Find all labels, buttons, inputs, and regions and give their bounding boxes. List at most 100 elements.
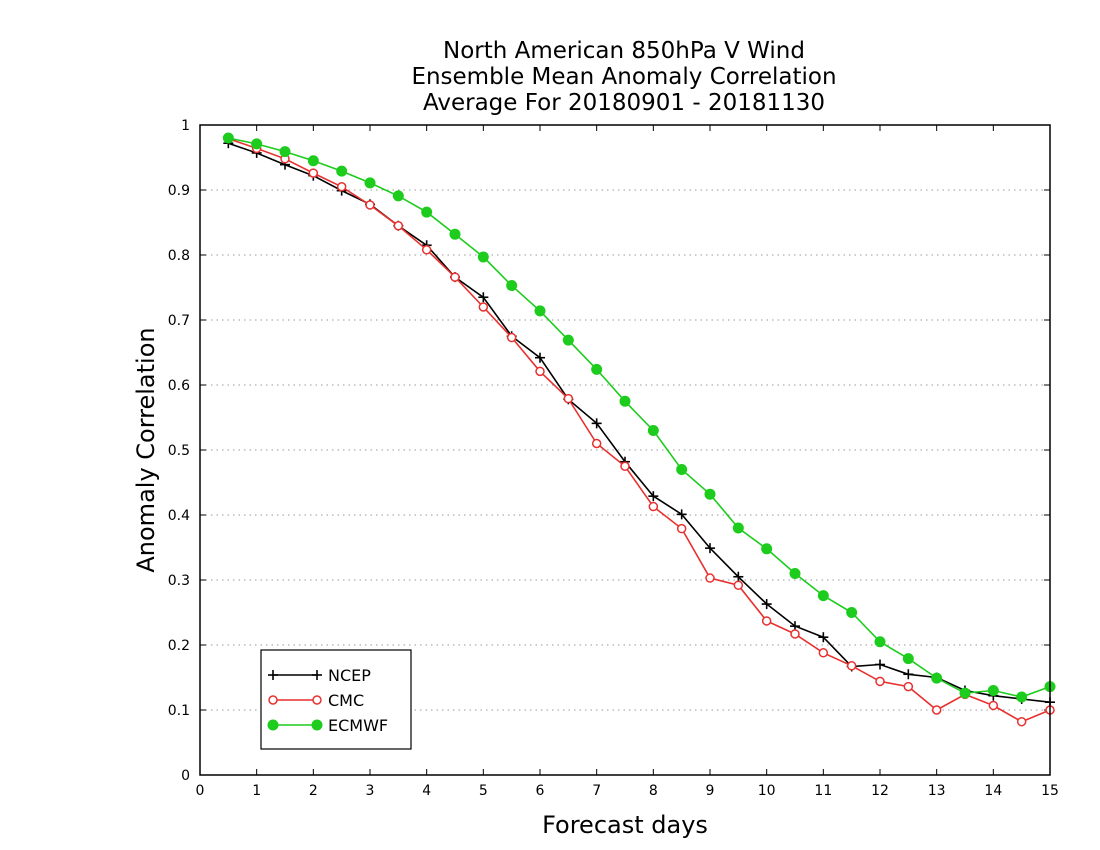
data-point-ecmwf bbox=[562, 334, 574, 346]
data-point-ecmwf bbox=[1016, 691, 1028, 703]
data-point-ecmwf bbox=[506, 280, 518, 292]
data-point-cmc bbox=[1016, 716, 1027, 727]
data-point-cmc bbox=[620, 461, 630, 471]
series-line-ncep bbox=[228, 142, 1051, 703]
data-point-ncep bbox=[676, 509, 687, 520]
title-line-2: Ensemble Mean Anomaly Correlation bbox=[411, 64, 836, 90]
legend-items: NCEP CMC ECMWF bbox=[267, 666, 388, 735]
data-point-cmc bbox=[563, 393, 574, 404]
data-point-ecmwf bbox=[902, 653, 914, 665]
data-point-ecmwf bbox=[364, 177, 376, 189]
legend-marker bbox=[267, 719, 279, 731]
data-point-ecmwf bbox=[534, 305, 546, 317]
legend-label-ncep: NCEP bbox=[328, 666, 371, 685]
data-point-cmc bbox=[648, 501, 659, 512]
data-point-ecmwf bbox=[591, 363, 603, 375]
x-tick-label: 9 bbox=[706, 783, 715, 799]
data-point-cmc bbox=[790, 629, 800, 639]
data-point-cmc bbox=[591, 438, 602, 449]
data-point-ecmwf bbox=[846, 607, 858, 618]
data-point-ncep bbox=[761, 599, 772, 610]
x-tick-label: 11 bbox=[814, 783, 832, 799]
data-point-ecmwf bbox=[704, 488, 716, 500]
data-point-ecmwf bbox=[761, 543, 773, 555]
data-point-cmc bbox=[846, 661, 857, 671]
legend-marker bbox=[268, 670, 278, 680]
y-tick-label: 0.9 bbox=[168, 183, 190, 199]
data-point-ecmwf bbox=[619, 395, 631, 407]
y-tick-label: 0.7 bbox=[168, 313, 190, 329]
series-line-cmc bbox=[228, 137, 1051, 723]
legend-label-ecmwf: ECMWF bbox=[328, 716, 388, 735]
y-tick-label: 0.3 bbox=[168, 573, 190, 589]
data-point-cmc bbox=[421, 245, 432, 255]
data-point-ecmwf bbox=[931, 672, 943, 684]
series-ncep bbox=[223, 138, 1055, 708]
data-point-cmc bbox=[676, 523, 687, 534]
y-tick-label: 0.8 bbox=[168, 248, 190, 264]
data-point-ecmwf bbox=[251, 138, 263, 150]
data-point-ncep bbox=[648, 491, 659, 502]
data-point-ecmwf bbox=[449, 228, 461, 240]
x-tick-label: 10 bbox=[758, 783, 776, 799]
data-point-ncep bbox=[733, 571, 744, 582]
data-point-ncep bbox=[535, 352, 545, 363]
legend-marker bbox=[312, 695, 322, 705]
data-point-cmc bbox=[393, 221, 404, 231]
data-point-ecmwf bbox=[336, 165, 348, 177]
data-point-ecmwf bbox=[959, 687, 971, 699]
data-point-ecmwf bbox=[789, 568, 801, 579]
data-point-cmc bbox=[875, 676, 885, 687]
y-tick-label: 0.1 bbox=[168, 703, 190, 719]
x-tick-label: 12 bbox=[871, 783, 889, 799]
data-point-ecmwf bbox=[817, 590, 829, 602]
data-point-cmc bbox=[988, 700, 999, 711]
x-tick-label: 2 bbox=[309, 783, 318, 799]
x-tick-label: 8 bbox=[649, 783, 658, 799]
data-point-cmc bbox=[705, 573, 715, 583]
data-point-ncep bbox=[705, 543, 715, 554]
x-tick-label: 1 bbox=[252, 783, 261, 799]
y-tick-label: 0.2 bbox=[168, 638, 190, 654]
data-point-ecmwf bbox=[987, 685, 999, 696]
axis-ticks: 00.10.20.30.40.50.60.70.80.910 1 2 3 4 5 6 7 8 9 1… bbox=[168, 118, 1059, 799]
data-point-cmc bbox=[903, 681, 914, 692]
series-line-ecmwf bbox=[228, 137, 1051, 698]
y-tick-label: 0.4 bbox=[168, 508, 190, 524]
data-point-ecmwf bbox=[874, 636, 886, 648]
data-point-ncep bbox=[903, 669, 914, 680]
data-point-cmc bbox=[535, 366, 545, 377]
y-tick-label: 0.5 bbox=[168, 443, 190, 459]
x-tick-label: 0 bbox=[196, 783, 205, 799]
x-tick-label: 15 bbox=[1041, 783, 1059, 799]
x-tick-label: 4 bbox=[422, 783, 431, 799]
title-line-1: North American 850hPa V Wind bbox=[443, 38, 805, 64]
data-point-ecmwf bbox=[421, 206, 433, 218]
title-line-3: Average For 20180901 - 20181130 bbox=[423, 90, 825, 116]
data-point-cmc bbox=[308, 168, 319, 178]
data-point-cmc bbox=[818, 648, 829, 658]
data-point-ecmwf bbox=[647, 425, 659, 436]
data-point-ncep bbox=[591, 418, 602, 429]
x-tick-label: 6 bbox=[536, 783, 545, 799]
data-point-ecmwf bbox=[222, 132, 234, 144]
data-point-ecmwf bbox=[676, 464, 688, 475]
data-point-cmc bbox=[733, 580, 744, 590]
data-point-cmc bbox=[365, 200, 375, 210]
legend-item-ecmwf: ECMWF bbox=[267, 716, 388, 735]
series-cmc bbox=[223, 133, 1055, 727]
chart-title: North American 850hPa V Wind Ensemble Me… bbox=[411, 38, 836, 116]
legend-label-cmc: CMC bbox=[328, 691, 364, 710]
data-point-ncep bbox=[818, 632, 829, 643]
data-point-cmc bbox=[931, 705, 942, 715]
data-point-ecmwf bbox=[732, 522, 744, 534]
legend-marker bbox=[268, 695, 278, 705]
y-axis-title: Anomaly Correlation bbox=[132, 327, 160, 572]
data-point-ecmwf bbox=[279, 146, 291, 158]
data-point-ncep bbox=[478, 292, 489, 303]
x-tick-label: 7 bbox=[592, 783, 601, 799]
data-point-ecmwf bbox=[392, 190, 404, 202]
data-point-cmc bbox=[506, 332, 517, 343]
legend: NCEP CMC ECMWF bbox=[260, 649, 412, 750]
